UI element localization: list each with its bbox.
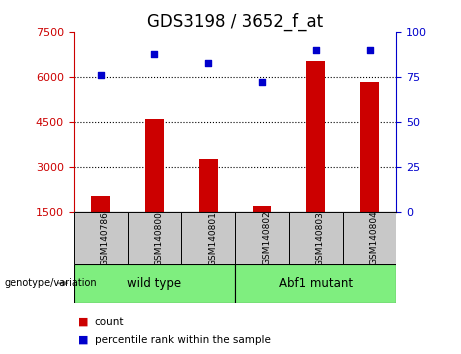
Bar: [343, 212, 396, 264]
Bar: [253, 206, 272, 212]
Text: GSM140801: GSM140801: [208, 211, 217, 266]
Text: ■: ■: [78, 317, 89, 327]
Bar: [91, 196, 110, 212]
Point: [258, 80, 266, 85]
Bar: [199, 159, 218, 212]
Text: GSM140800: GSM140800: [154, 211, 164, 266]
Title: GDS3198 / 3652_f_at: GDS3198 / 3652_f_at: [147, 12, 323, 30]
Text: count: count: [95, 317, 124, 327]
Text: GSM140802: GSM140802: [262, 211, 271, 266]
Bar: [307, 61, 325, 212]
Bar: [360, 82, 379, 212]
Point: [312, 47, 319, 53]
Point: [97, 72, 104, 78]
Bar: [128, 212, 181, 264]
Text: Abf1 mutant: Abf1 mutant: [279, 277, 353, 290]
Bar: [235, 264, 396, 303]
Point: [205, 60, 212, 65]
Text: percentile rank within the sample: percentile rank within the sample: [95, 335, 271, 345]
Bar: [235, 212, 289, 264]
Bar: [145, 119, 164, 212]
Text: GSM140803: GSM140803: [316, 211, 325, 266]
Text: wild type: wild type: [127, 277, 182, 290]
Text: ■: ■: [78, 335, 89, 345]
Text: GSM140804: GSM140804: [370, 211, 378, 266]
Bar: [181, 212, 235, 264]
Bar: [289, 212, 343, 264]
Text: GSM140786: GSM140786: [100, 211, 110, 266]
Bar: [74, 264, 235, 303]
Point: [366, 47, 373, 53]
Bar: [74, 212, 128, 264]
Point: [151, 51, 158, 56]
Text: genotype/variation: genotype/variation: [5, 278, 97, 288]
